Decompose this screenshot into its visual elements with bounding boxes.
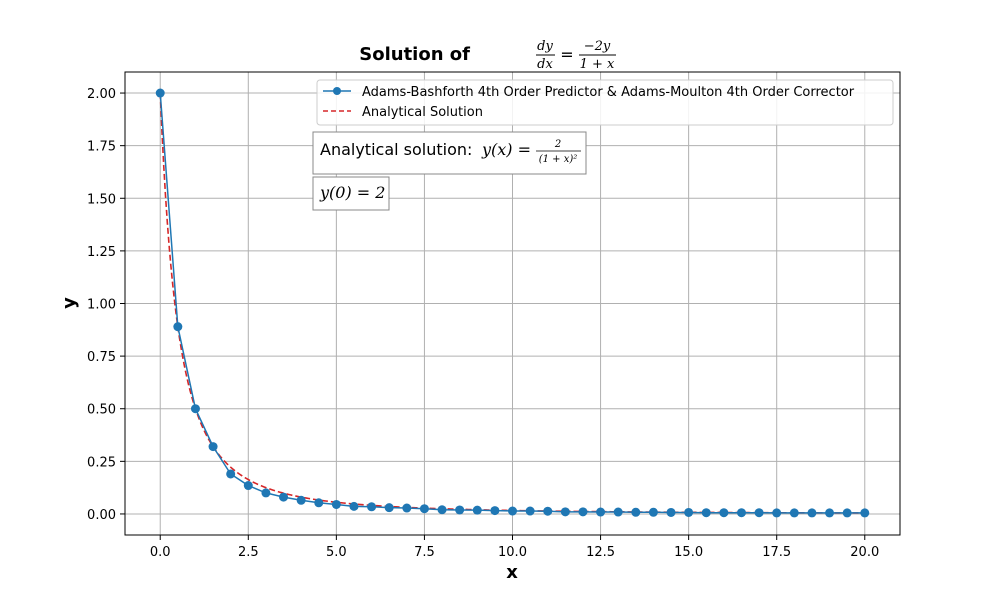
numeric-point: [648, 507, 658, 517]
x-tick-label: 10.0: [498, 545, 527, 560]
numeric-point: [243, 481, 253, 491]
y-axis-label: y: [59, 297, 80, 309]
numeric-point: [261, 488, 271, 498]
y-tick-label: 1.50: [87, 192, 116, 207]
numeric-point: [789, 508, 799, 518]
legend-numeric-marker: [333, 87, 341, 95]
numeric-point: [314, 498, 324, 508]
annotation-initial: y(0) = 2: [312, 176, 390, 211]
numeric-point: [736, 508, 746, 518]
numeric-point: [331, 499, 341, 509]
y-tick-label: 1.75: [87, 140, 116, 155]
numeric-point: [754, 508, 764, 518]
numeric-point: [719, 508, 729, 518]
title-prefix: Solution of: [359, 44, 470, 65]
numeric-point: [525, 506, 535, 516]
numeric-point: [860, 508, 870, 518]
legend-numeric-label: Adams-Bashforth 4th Order Predictor & Ad…: [362, 85, 855, 100]
numeric-point: [543, 506, 553, 516]
numeric-point: [349, 501, 359, 511]
numeric-point: [190, 404, 200, 414]
numeric-point: [279, 492, 289, 502]
legend-analytical-label: Analytical Solution: [362, 105, 483, 120]
numeric-point: [226, 469, 236, 479]
numeric-point: [384, 503, 394, 513]
annotation-analytical: Analytical solution: y(x) = 2 (1 + x)²: [312, 131, 587, 175]
numeric-point: [613, 507, 623, 517]
title-frac-num: dy: [537, 39, 553, 54]
title-rhs-den: 1 + x: [580, 57, 615, 72]
x-tick-label: 17.5: [762, 545, 791, 560]
numeric-point: [208, 442, 218, 452]
numeric-point: [419, 504, 429, 514]
numeric-point: [666, 507, 676, 517]
numeric-point: [472, 505, 482, 515]
annotation-frac-num: 2: [554, 139, 561, 150]
title-frac-den: dx: [537, 57, 553, 72]
numeric-point: [155, 88, 165, 98]
numeric-point: [402, 503, 412, 513]
numeric-point: [437, 505, 447, 515]
x-tick-label: 20.0: [850, 545, 879, 560]
x-tick-label: 0.0: [150, 545, 171, 560]
annotation-initial-text: y(0) = 2: [319, 183, 385, 202]
numeric-point: [578, 507, 588, 517]
numeric-point: [173, 322, 183, 332]
annotation-analytical-prefix: Analytical solution:: [320, 140, 472, 159]
numeric-point: [684, 507, 694, 517]
y-tick-label: 0.75: [87, 350, 116, 365]
y-tick-label: 1.25: [87, 245, 116, 260]
legend-box: [316, 79, 894, 126]
numeric-point: [807, 508, 817, 518]
numeric-point: [490, 506, 500, 516]
x-tick-label: 15.0: [674, 545, 703, 560]
numeric-point: [560, 507, 570, 517]
x-tick-label: 7.5: [414, 545, 435, 560]
numeric-point: [701, 508, 711, 518]
x-tick-label: 12.5: [586, 545, 615, 560]
chart-title: Solution of dy dx = −2y 1 + x: [359, 39, 616, 72]
y-tick-label: 1.00: [87, 298, 116, 313]
numeric-point: [825, 508, 835, 518]
y-axis-ticks: 0.00 0.25 0.50 0.75 1.00 1.25 1.50 1.75 2.00: [87, 87, 125, 523]
numeric-point: [455, 505, 465, 515]
legend: Adams-Bashforth 4th Order Predictor & Ad…: [316, 79, 894, 126]
numeric-point: [772, 508, 782, 518]
x-axis-ticks: 0.0 2.5 5.0 7.5 10.0 12.5 15.0 17.5 20.0: [150, 535, 879, 560]
y-tick-label: 2.00: [87, 87, 116, 102]
annotation-frac-den: (1 + x)²: [539, 154, 578, 165]
y-tick-label: 0.50: [87, 403, 116, 418]
annotation-initial-box: [312, 176, 390, 211]
numeric-point: [367, 502, 377, 512]
x-axis-label: x: [506, 562, 518, 583]
x-tick-label: 5.0: [326, 545, 347, 560]
numeric-point: [631, 507, 641, 517]
numeric-point: [842, 508, 852, 518]
annotation-analytical-lhs: y(x) =: [481, 140, 531, 159]
numeric-point: [296, 495, 306, 505]
annotation-analytical-box: [312, 131, 587, 175]
series-numeric: [155, 88, 870, 518]
title-eq: =: [560, 45, 573, 64]
numeric-point: [508, 506, 517, 516]
numeric-point: [596, 507, 606, 517]
y-tick-label: 0.25: [87, 455, 116, 470]
x-tick-label: 2.5: [238, 545, 259, 560]
title-rhs-num: −2y: [584, 39, 611, 54]
plot-frame: [124, 71, 901, 536]
y-tick-label: 0.00: [87, 508, 116, 523]
